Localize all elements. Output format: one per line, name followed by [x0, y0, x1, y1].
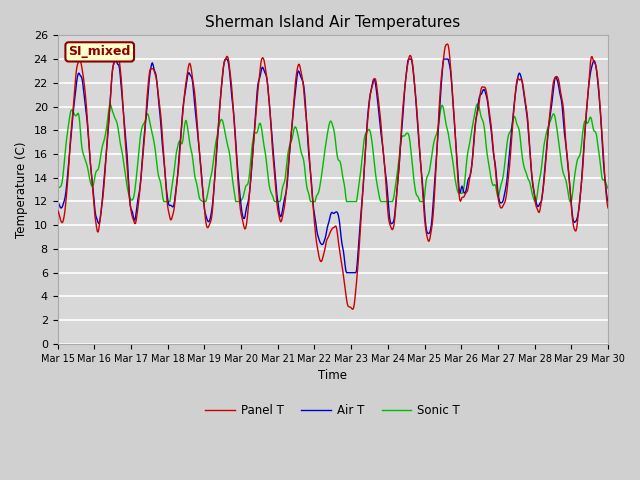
Sonic T: [54, 185, 61, 191]
Air T: [54, 199, 61, 205]
Air T: [199, 188, 207, 193]
Title: Sherman Island Air Temperatures: Sherman Island Air Temperatures: [205, 15, 460, 30]
Air T: [111, 56, 118, 62]
Air T: [556, 86, 563, 92]
Line: Sonic T: Sonic T: [58, 104, 608, 202]
Air T: [604, 199, 612, 205]
Sonic T: [433, 131, 440, 136]
Sonic T: [556, 143, 563, 148]
Panel T: [444, 41, 451, 47]
Panel T: [54, 207, 61, 213]
Air T: [380, 149, 387, 155]
Sonic T: [160, 199, 168, 204]
Line: Panel T: Panel T: [58, 44, 608, 309]
Air T: [175, 153, 183, 158]
Sonic T: [604, 185, 612, 191]
Y-axis label: Temperature (C): Temperature (C): [15, 142, 28, 238]
Sonic T: [325, 122, 333, 128]
Panel T: [379, 141, 387, 147]
Air T: [434, 138, 442, 144]
X-axis label: Time: Time: [318, 369, 348, 382]
Panel T: [349, 306, 356, 312]
Panel T: [175, 167, 182, 173]
Panel T: [198, 181, 206, 187]
Panel T: [604, 205, 612, 211]
Air T: [325, 219, 333, 225]
Sonic T: [175, 139, 183, 144]
Panel T: [556, 80, 563, 85]
Line: Air T: Air T: [58, 59, 608, 273]
Air T: [342, 270, 350, 276]
Sonic T: [199, 199, 207, 204]
Legend: Panel T, Air T, Sonic T: Panel T, Air T, Sonic T: [201, 399, 465, 421]
Sonic T: [379, 199, 387, 204]
Text: SI_mixed: SI_mixed: [68, 46, 131, 59]
Sonic T: [474, 101, 481, 107]
Panel T: [433, 151, 440, 156]
Panel T: [324, 234, 332, 240]
